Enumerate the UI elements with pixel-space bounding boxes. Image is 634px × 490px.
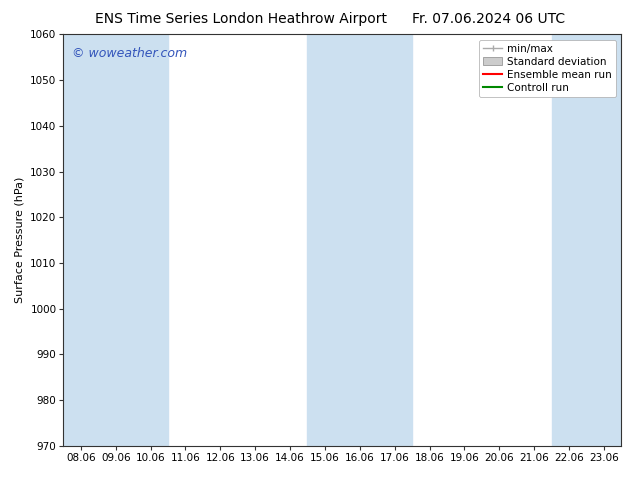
Text: © woweather.com: © woweather.com <box>72 47 187 60</box>
Legend: min/max, Standard deviation, Ensemble mean run, Controll run: min/max, Standard deviation, Ensemble me… <box>479 40 616 97</box>
Bar <box>586 34 621 446</box>
Y-axis label: Surface Pressure (hPa): Surface Pressure (hPa) <box>15 177 25 303</box>
Bar <box>307 34 342 446</box>
Bar <box>98 34 133 446</box>
Bar <box>342 34 377 446</box>
Text: ENS Time Series London Heathrow Airport: ENS Time Series London Heathrow Airport <box>95 12 387 26</box>
Text: Fr. 07.06.2024 06 UTC: Fr. 07.06.2024 06 UTC <box>411 12 565 26</box>
Bar <box>133 34 168 446</box>
Bar <box>552 34 586 446</box>
Bar <box>63 34 98 446</box>
Bar <box>377 34 412 446</box>
